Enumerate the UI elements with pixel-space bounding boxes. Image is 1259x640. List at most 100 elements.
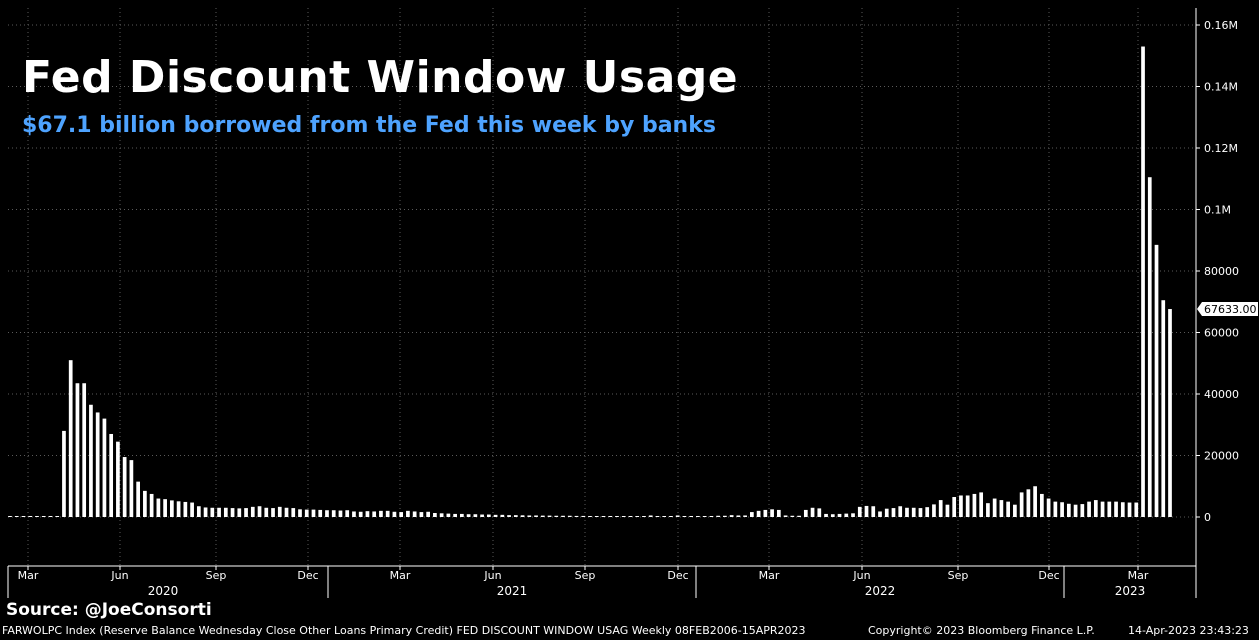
bar <box>669 516 673 517</box>
bar <box>945 504 950 517</box>
bar <box>628 516 633 517</box>
x-tick-label: Dec <box>667 569 688 582</box>
bar <box>129 460 134 517</box>
bar <box>311 509 316 517</box>
bar <box>520 515 525 517</box>
bar <box>1040 493 1044 517</box>
bar <box>82 383 87 517</box>
bar <box>62 430 66 517</box>
bar <box>959 495 963 517</box>
bar <box>466 514 471 517</box>
bar <box>844 513 849 517</box>
bar <box>750 512 754 517</box>
y-axis: 0 20000 40000 60000 80000 0.1M 0.12M 0.14M 0.16M <box>1195 8 1239 566</box>
bar <box>244 508 248 517</box>
x-tick-label: Jun <box>483 569 501 582</box>
gridlines <box>8 8 1196 566</box>
bar <box>291 508 296 517</box>
bar-series <box>8 46 1172 518</box>
year-label: 2022 <box>865 584 896 598</box>
bar <box>176 501 181 517</box>
bar <box>567 515 572 517</box>
bar <box>864 505 869 517</box>
bar <box>446 513 451 517</box>
bar <box>338 510 343 517</box>
bar <box>223 507 228 517</box>
bar <box>884 508 889 517</box>
bar <box>28 516 33 517</box>
bar <box>615 516 619 517</box>
bar <box>1073 504 1078 517</box>
copyright: Copyright© 2023 Bloomberg Finance L.P. <box>868 624 1095 637</box>
bar <box>810 507 815 517</box>
year-label: 2021 <box>497 584 528 598</box>
y-tick-label: 0.12M <box>1204 142 1238 155</box>
bar <box>824 513 828 517</box>
bar <box>331 510 336 517</box>
bar <box>952 497 957 517</box>
bar <box>992 498 997 517</box>
y-tick-label: 0.14M <box>1204 81 1238 94</box>
bar <box>453 513 457 517</box>
bar <box>304 509 309 517</box>
bar <box>1080 504 1085 517</box>
bar <box>527 515 532 517</box>
bar <box>830 514 835 517</box>
bar <box>763 509 768 517</box>
bar <box>210 507 215 517</box>
x-tick-label: Sep <box>206 569 227 582</box>
bar <box>1046 498 1051 517</box>
bar <box>1087 501 1091 517</box>
bar <box>277 506 282 517</box>
bar <box>783 515 788 517</box>
bar <box>588 516 592 517</box>
bar <box>217 507 221 517</box>
y-tick-label: 20000 <box>1204 450 1239 463</box>
bar <box>439 513 444 517</box>
bar <box>365 511 370 517</box>
bar <box>756 510 761 517</box>
bar <box>250 506 255 517</box>
bar <box>406 510 410 517</box>
bar <box>594 516 599 517</box>
x-tick-label: Dec <box>1038 569 1059 582</box>
bar <box>621 516 626 517</box>
bar <box>999 500 1004 517</box>
bar <box>918 508 923 517</box>
bar <box>689 516 694 517</box>
bar <box>379 510 383 517</box>
chart-title: Fed Discount Window Usage <box>22 52 739 103</box>
bar <box>776 509 781 517</box>
bar <box>1060 502 1064 517</box>
bar <box>116 441 120 517</box>
bar <box>257 506 262 517</box>
bar <box>298 509 302 517</box>
bar <box>480 514 484 517</box>
x-tick-label: Jun <box>110 569 128 582</box>
x-tick-label: Mar <box>759 569 780 582</box>
bar <box>41 516 46 517</box>
bar <box>540 515 545 517</box>
bar <box>891 508 896 517</box>
bar <box>932 504 936 517</box>
bar <box>554 515 559 517</box>
bar <box>1006 501 1010 517</box>
bar <box>1019 492 1024 517</box>
bar <box>183 501 188 517</box>
bar <box>675 515 680 517</box>
bar <box>696 516 700 517</box>
bar <box>790 515 795 517</box>
year-label: 2023 <box>1115 584 1146 598</box>
timestamp: 14-Apr-2023 23:43:23 <box>1128 624 1249 637</box>
x-tick-label: Sep <box>575 569 596 582</box>
bar <box>743 515 747 517</box>
bar <box>513 515 518 517</box>
bar <box>1100 501 1105 517</box>
bar <box>837 513 842 517</box>
bar <box>8 516 12 517</box>
bar <box>723 515 727 517</box>
bar <box>972 493 977 517</box>
bar <box>170 500 174 517</box>
x-tick-label: Mar <box>390 569 411 582</box>
